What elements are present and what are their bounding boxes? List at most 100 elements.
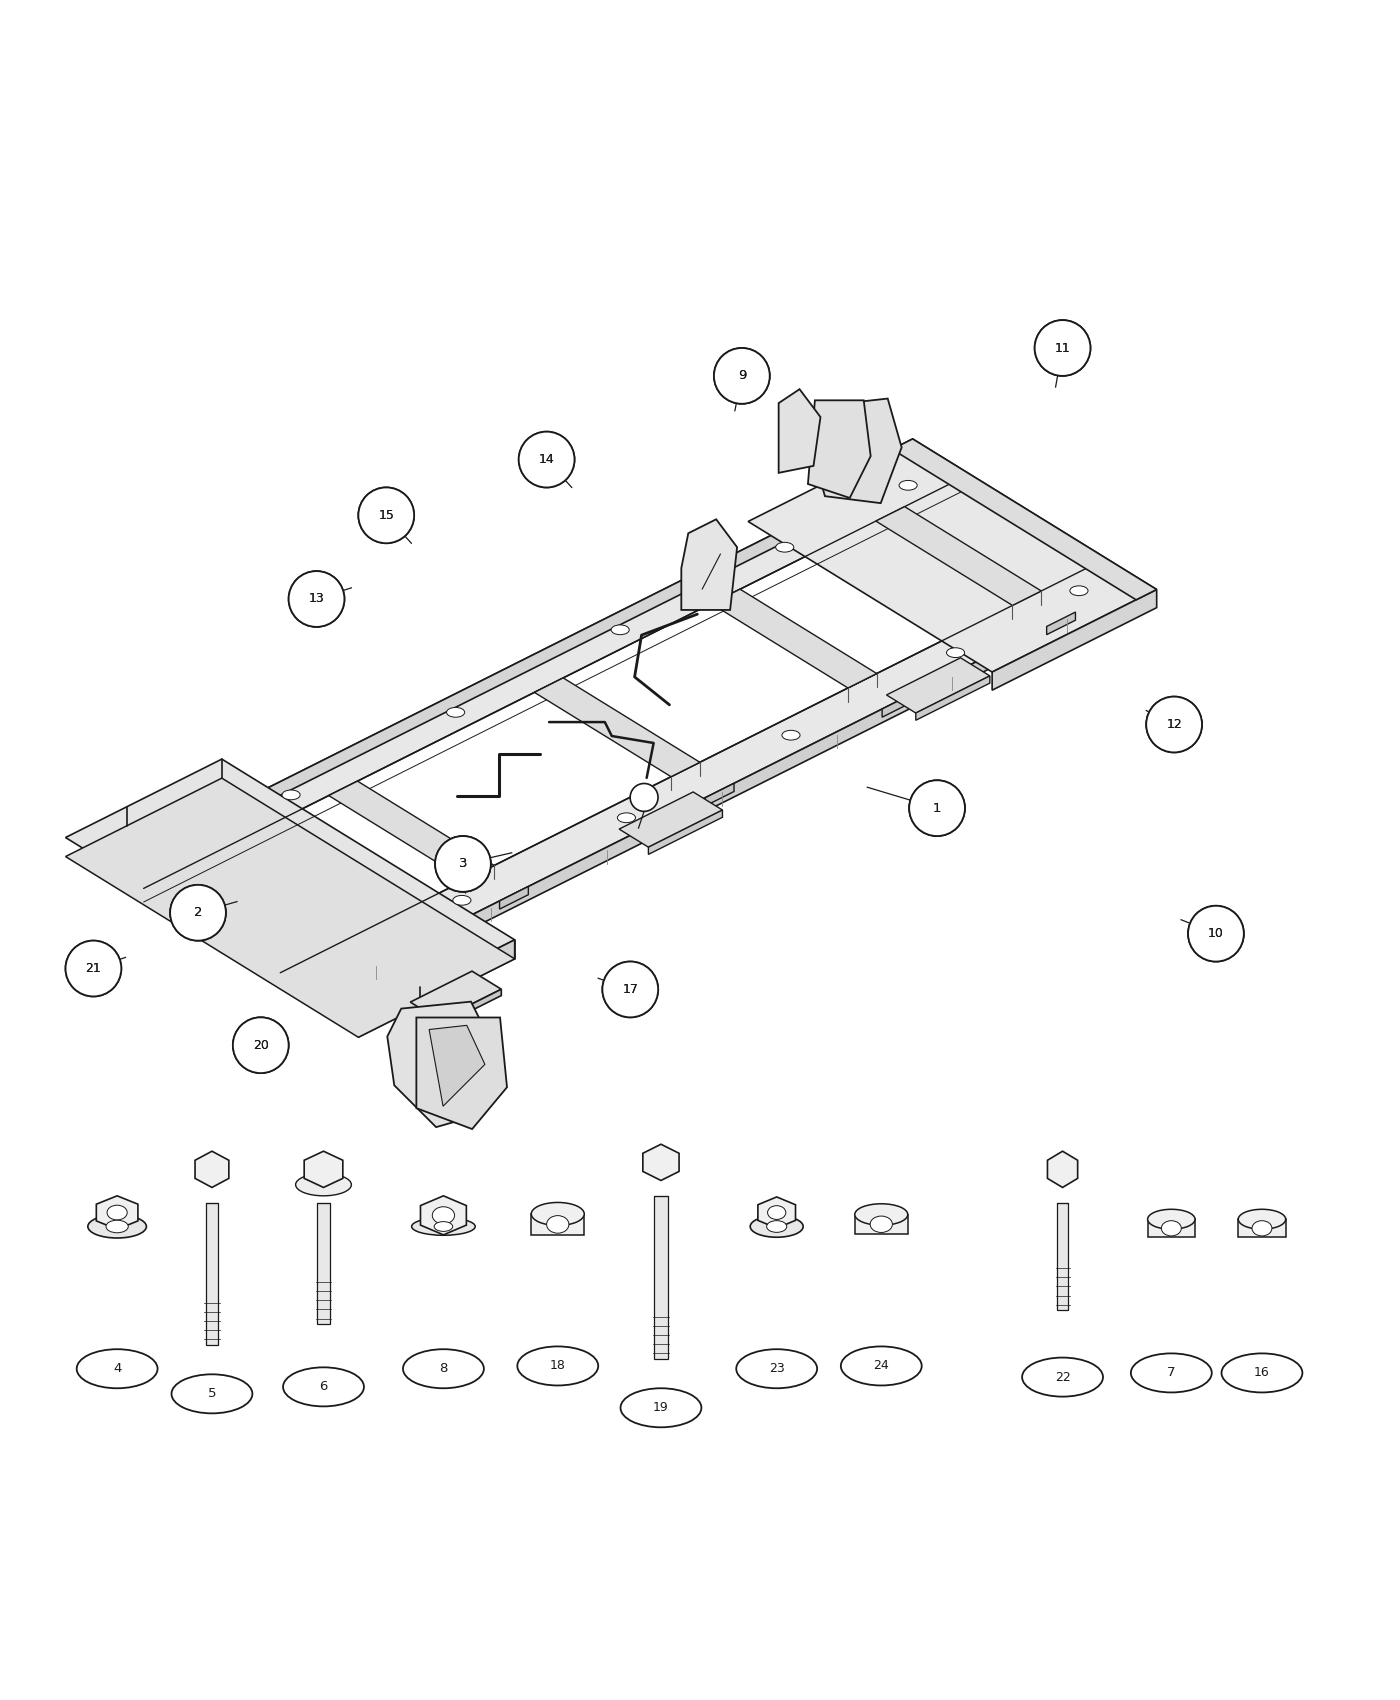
Ellipse shape [1252, 1221, 1273, 1236]
Circle shape [288, 571, 344, 627]
Text: 16: 16 [1254, 1367, 1270, 1379]
Polygon shape [97, 1195, 139, 1229]
Ellipse shape [283, 1367, 364, 1406]
Ellipse shape [767, 1221, 787, 1232]
Circle shape [435, 836, 491, 892]
Polygon shape [318, 1204, 330, 1324]
Circle shape [1147, 697, 1203, 753]
Text: 1: 1 [932, 802, 941, 814]
Text: 11: 11 [1054, 342, 1071, 355]
Ellipse shape [412, 1217, 475, 1236]
Ellipse shape [899, 481, 917, 490]
Text: 11: 11 [1054, 342, 1071, 355]
Ellipse shape [281, 790, 300, 799]
Circle shape [358, 488, 414, 544]
Polygon shape [430, 1025, 484, 1107]
Text: 9: 9 [738, 369, 746, 382]
Polygon shape [329, 780, 494, 881]
Text: 12: 12 [1166, 717, 1182, 731]
Polygon shape [892, 439, 1156, 600]
Text: 20: 20 [253, 1039, 269, 1052]
Polygon shape [643, 1144, 679, 1180]
Polygon shape [916, 677, 990, 721]
Polygon shape [440, 989, 501, 1027]
Circle shape [602, 962, 658, 1017]
Text: 13: 13 [308, 593, 325, 605]
Polygon shape [1047, 1151, 1078, 1188]
Polygon shape [1148, 1219, 1196, 1238]
Circle shape [66, 940, 122, 996]
Polygon shape [304, 1151, 343, 1188]
Polygon shape [358, 940, 515, 1037]
Text: 21: 21 [85, 962, 101, 976]
Polygon shape [66, 760, 515, 1018]
Polygon shape [315, 581, 1137, 1008]
Circle shape [519, 432, 574, 488]
Polygon shape [811, 398, 902, 503]
Ellipse shape [295, 1173, 351, 1195]
Polygon shape [416, 1018, 507, 1129]
Polygon shape [808, 400, 871, 498]
Ellipse shape [447, 707, 465, 717]
Polygon shape [748, 439, 1156, 672]
Ellipse shape [1070, 586, 1088, 595]
Text: 19: 19 [652, 1401, 669, 1414]
Text: 13: 13 [308, 593, 325, 605]
Polygon shape [109, 454, 966, 889]
Text: 17: 17 [623, 983, 638, 996]
Circle shape [602, 962, 658, 1017]
Polygon shape [531, 1214, 584, 1234]
Ellipse shape [1022, 1358, 1103, 1397]
Ellipse shape [403, 1350, 484, 1389]
Text: 2: 2 [193, 906, 202, 920]
Polygon shape [886, 658, 990, 712]
Text: 24: 24 [874, 1360, 889, 1372]
Polygon shape [410, 971, 501, 1020]
Polygon shape [66, 779, 515, 1037]
Circle shape [66, 940, 122, 996]
Polygon shape [109, 454, 932, 881]
Ellipse shape [776, 542, 794, 552]
Ellipse shape [1238, 1209, 1285, 1229]
Ellipse shape [434, 1222, 452, 1231]
Ellipse shape [88, 1216, 147, 1238]
Polygon shape [778, 389, 820, 473]
Text: 21: 21 [85, 962, 101, 976]
Polygon shape [388, 1001, 498, 1127]
Text: 5: 5 [207, 1387, 216, 1401]
Text: 15: 15 [378, 508, 395, 522]
Text: 3: 3 [459, 857, 468, 870]
Polygon shape [195, 1151, 228, 1188]
Ellipse shape [767, 1205, 785, 1219]
Circle shape [1035, 320, 1091, 376]
Ellipse shape [946, 648, 965, 658]
Ellipse shape [612, 626, 629, 634]
Circle shape [171, 886, 225, 940]
Circle shape [714, 348, 770, 405]
Ellipse shape [1162, 1221, 1182, 1236]
Text: 3: 3 [459, 857, 468, 870]
Ellipse shape [736, 1350, 818, 1389]
Text: 23: 23 [769, 1362, 784, 1375]
Ellipse shape [518, 1346, 598, 1386]
Polygon shape [757, 1197, 795, 1227]
Ellipse shape [106, 1221, 129, 1232]
Ellipse shape [172, 1374, 252, 1413]
Polygon shape [711, 590, 876, 689]
Ellipse shape [871, 1216, 892, 1232]
Polygon shape [882, 695, 911, 717]
Circle shape [288, 571, 344, 627]
Ellipse shape [531, 1202, 584, 1226]
Text: 6: 6 [319, 1380, 328, 1394]
Ellipse shape [750, 1216, 804, 1238]
Polygon shape [535, 678, 700, 777]
Circle shape [1147, 697, 1203, 753]
Ellipse shape [620, 1389, 701, 1428]
Polygon shape [280, 559, 1137, 994]
Polygon shape [654, 1195, 668, 1358]
Text: 9: 9 [738, 369, 746, 382]
Ellipse shape [1131, 1353, 1212, 1392]
Polygon shape [993, 590, 1156, 690]
Circle shape [1035, 320, 1091, 376]
Text: 8: 8 [440, 1362, 448, 1375]
